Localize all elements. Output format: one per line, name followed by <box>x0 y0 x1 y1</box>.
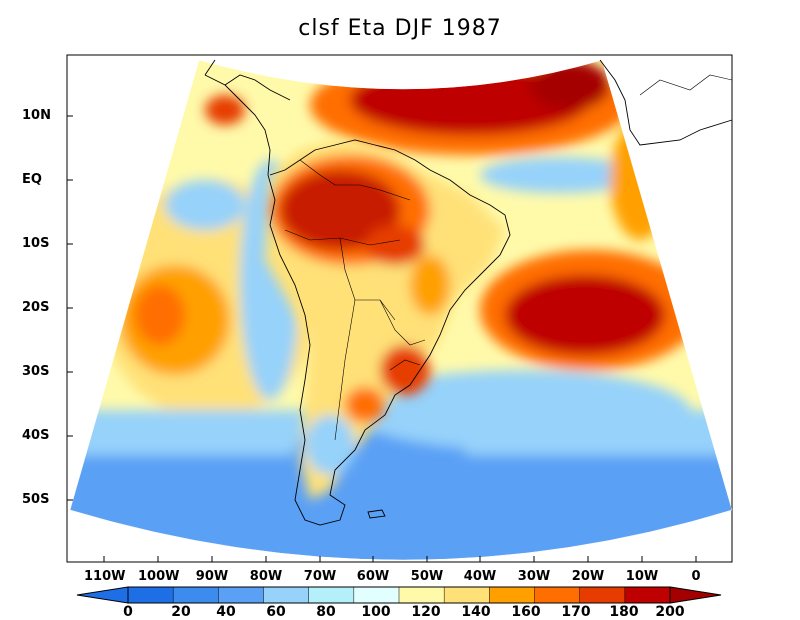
colorbar-cell-120 <box>398 586 445 604</box>
country-borders <box>284 74 733 441</box>
amazon-max <box>280 170 400 250</box>
colorbar-cell-140 <box>443 586 491 604</box>
lat-label-40s: 40S <box>22 428 50 443</box>
colorbar-label-20: 20 <box>171 604 191 620</box>
lat-label-20s: 20S <box>22 300 50 315</box>
colorbar-label-120: 120 <box>411 604 441 620</box>
colorbar-label-180: 180 <box>609 604 639 620</box>
pampas-orange <box>345 387 385 423</box>
map-title: clsf Eta DJF 1987 <box>298 16 502 41</box>
colorbar-under-triangle <box>76 586 129 604</box>
colorbar-label-140: 140 <box>461 604 491 620</box>
falklands <box>367 509 386 519</box>
colorbar-cell-60 <box>263 586 310 604</box>
lat-label-50s: 50S <box>22 492 50 507</box>
domain-outline <box>69 59 733 561</box>
lon-label-50w: 50W <box>410 569 444 584</box>
patagonia-blue <box>305 415 355 475</box>
colorbar-label-200: 200 <box>655 604 685 620</box>
lon-label-80w: 80W <box>249 569 283 584</box>
lon-label-90w: 90W <box>195 569 229 584</box>
border-chile-argentina <box>334 299 356 441</box>
colorbar-cell-0 <box>127 586 174 604</box>
southeast-brazil-orange <box>410 255 450 315</box>
border-north <box>299 159 411 201</box>
colorbar-cell-180 <box>579 586 626 604</box>
central-america-red <box>205 95 245 125</box>
lon-ticks <box>103 556 697 562</box>
southern-brazil-red <box>380 345 430 395</box>
south-atlantic-high-max <box>505 275 665 355</box>
southwest-atlantic-blue <box>350 370 690 450</box>
coastlines <box>204 59 733 526</box>
tropical-pacific-blue <box>165 180 245 230</box>
lon-label-70w: 70W <box>303 569 337 584</box>
lon-label-30w: 30W <box>517 569 551 584</box>
colorbar-label-160: 160 <box>511 604 541 620</box>
africa-coast <box>599 59 733 146</box>
lat-label-10s: 10S <box>22 236 50 251</box>
lon-label-40w: 40W <box>463 569 497 584</box>
lon-label-110w: 110W <box>84 569 126 584</box>
colorbar-cell-160 <box>489 586 536 604</box>
colorbar-label-80: 80 <box>316 604 336 620</box>
colorbar-cell-40 <box>218 586 265 604</box>
lat-label-10n: 10N <box>22 108 51 123</box>
border-paraguay <box>379 299 426 346</box>
south-america-coast <box>204 74 511 526</box>
colorbar-label-40: 40 <box>216 604 236 620</box>
colorbar-cell-200 <box>624 586 671 604</box>
lon-label-60w: 60W <box>356 569 390 584</box>
southeast-pacific-max <box>135 285 185 345</box>
colorbar-cell-100 <box>353 586 400 604</box>
lon-label-20w: 20W <box>571 569 605 584</box>
colorbar-label-170: 170 <box>561 604 591 620</box>
lon-label-0: 0 <box>691 569 701 584</box>
colorbar-cell-170 <box>534 586 581 604</box>
central-america-coast <box>204 59 291 101</box>
lat-ticks <box>67 115 73 501</box>
field-layer <box>70 60 732 560</box>
lat-label-30s: 30S <box>22 364 50 379</box>
colorbar-frame <box>127 586 671 604</box>
lon-label-10w: 10W <box>625 569 659 584</box>
colorbar <box>76 586 722 604</box>
colorbar-label-0: 0 <box>123 604 133 620</box>
lat-label-eq: EQ <box>22 172 42 187</box>
equatorial-atlantic-blue <box>480 157 640 193</box>
colorbar-over-triangle <box>669 586 722 604</box>
lon-label-100w: 100W <box>138 569 180 584</box>
colorbar-cell-20 <box>172 586 220 604</box>
colorbar-cell-80 <box>308 586 355 604</box>
border-africa <box>639 74 733 96</box>
colorbar-label-60: 60 <box>266 604 286 620</box>
central-brazil-red <box>365 225 425 265</box>
colorbar-label-100: 100 <box>361 604 391 620</box>
border-uruguay <box>389 359 421 371</box>
